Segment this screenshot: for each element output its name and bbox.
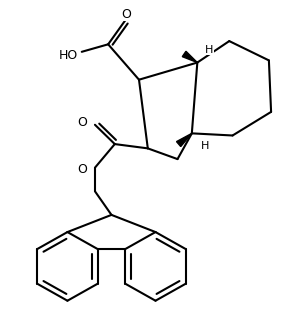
Text: O: O bbox=[77, 116, 87, 129]
Polygon shape bbox=[182, 51, 197, 63]
Text: HO: HO bbox=[59, 49, 78, 61]
Text: H: H bbox=[201, 141, 209, 151]
Text: O: O bbox=[121, 8, 131, 21]
Text: H: H bbox=[205, 45, 214, 55]
Text: O: O bbox=[77, 163, 87, 176]
Polygon shape bbox=[176, 133, 192, 147]
